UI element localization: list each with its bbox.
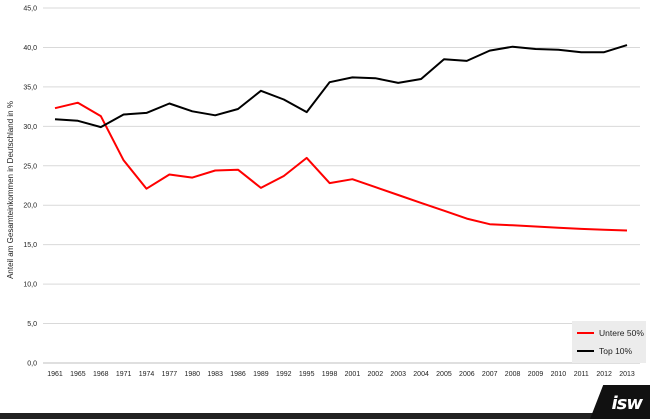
x-tick-label: 1971 [116, 371, 132, 378]
legend-label: Untere 50% [599, 328, 644, 338]
x-tick-label: 1995 [299, 371, 315, 378]
x-tick-label: 2001 [345, 371, 361, 378]
x-tick-label: 2008 [505, 371, 521, 378]
x-tick-label: 2010 [551, 371, 567, 378]
y-tick-label: 10,0 [23, 282, 37, 289]
gridlines [43, 7, 640, 364]
series-line-top-10- [54, 44, 628, 129]
x-tick-label: 2004 [413, 371, 429, 378]
x-tick-label: 1961 [47, 371, 63, 378]
isw-logo-text: isw [611, 393, 643, 414]
x-tick-label: 1980 [184, 371, 200, 378]
y-tick-label: 25,0 [23, 163, 37, 170]
x-tick-label: 1974 [139, 371, 155, 378]
y-tick-label: 0,0 [27, 361, 37, 368]
x-tick-label: 1989 [253, 371, 269, 378]
x-tick-label: 1968 [93, 371, 109, 378]
isw-logo: isw [611, 393, 643, 414]
footer-bar [0, 413, 650, 419]
x-tick-label: 2002 [368, 371, 384, 378]
series-lines [54, 44, 628, 232]
y-tick-label: 5,0 [27, 321, 37, 328]
x-tick-label: 1998 [322, 371, 338, 378]
series-line-untere-50- [54, 101, 628, 232]
x-tick-label: 2013 [619, 371, 635, 378]
legend: Untere 50% Top 10% [572, 321, 646, 363]
y-tick-label: 20,0 [23, 203, 37, 210]
x-tick-label: 1983 [207, 371, 223, 378]
x-tick-label: 2003 [390, 371, 406, 378]
y-tick-label: 30,0 [23, 124, 37, 131]
y-axis-label: Anteil am Gesamteinkommen in Deutschland… [6, 101, 15, 279]
x-tick-label: 2012 [596, 371, 612, 378]
x-tick-label: 2009 [528, 371, 544, 378]
x-tick-label: 1992 [276, 371, 292, 378]
legend-box [572, 321, 646, 363]
x-tick-label: 2007 [482, 371, 498, 378]
y-axis-ticks: 0,0 5,0 10,0 15,0 20,0 25,0 30,0 35,0 40,0 45,0 [23, 6, 37, 368]
legend-label: Top 10% [599, 346, 633, 356]
y-tick-label: 45,0 [23, 6, 37, 13]
x-tick-label: 1986 [230, 371, 246, 378]
y-tick-label: 40,0 [23, 45, 37, 52]
y-tick-label: 15,0 [23, 242, 37, 249]
x-tick-label: 1965 [70, 371, 86, 378]
x-tick-label: 2006 [459, 371, 475, 378]
x-tick-label: 2011 [574, 371, 589, 378]
x-tick-label: 2005 [436, 371, 452, 378]
y-tick-label: 35,0 [23, 84, 37, 91]
x-tick-label: 1977 [162, 371, 178, 378]
x-axis-ticks: 1961 1965 1968 1971 1974 1977 1980 1983 1986 1989… [47, 371, 635, 378]
